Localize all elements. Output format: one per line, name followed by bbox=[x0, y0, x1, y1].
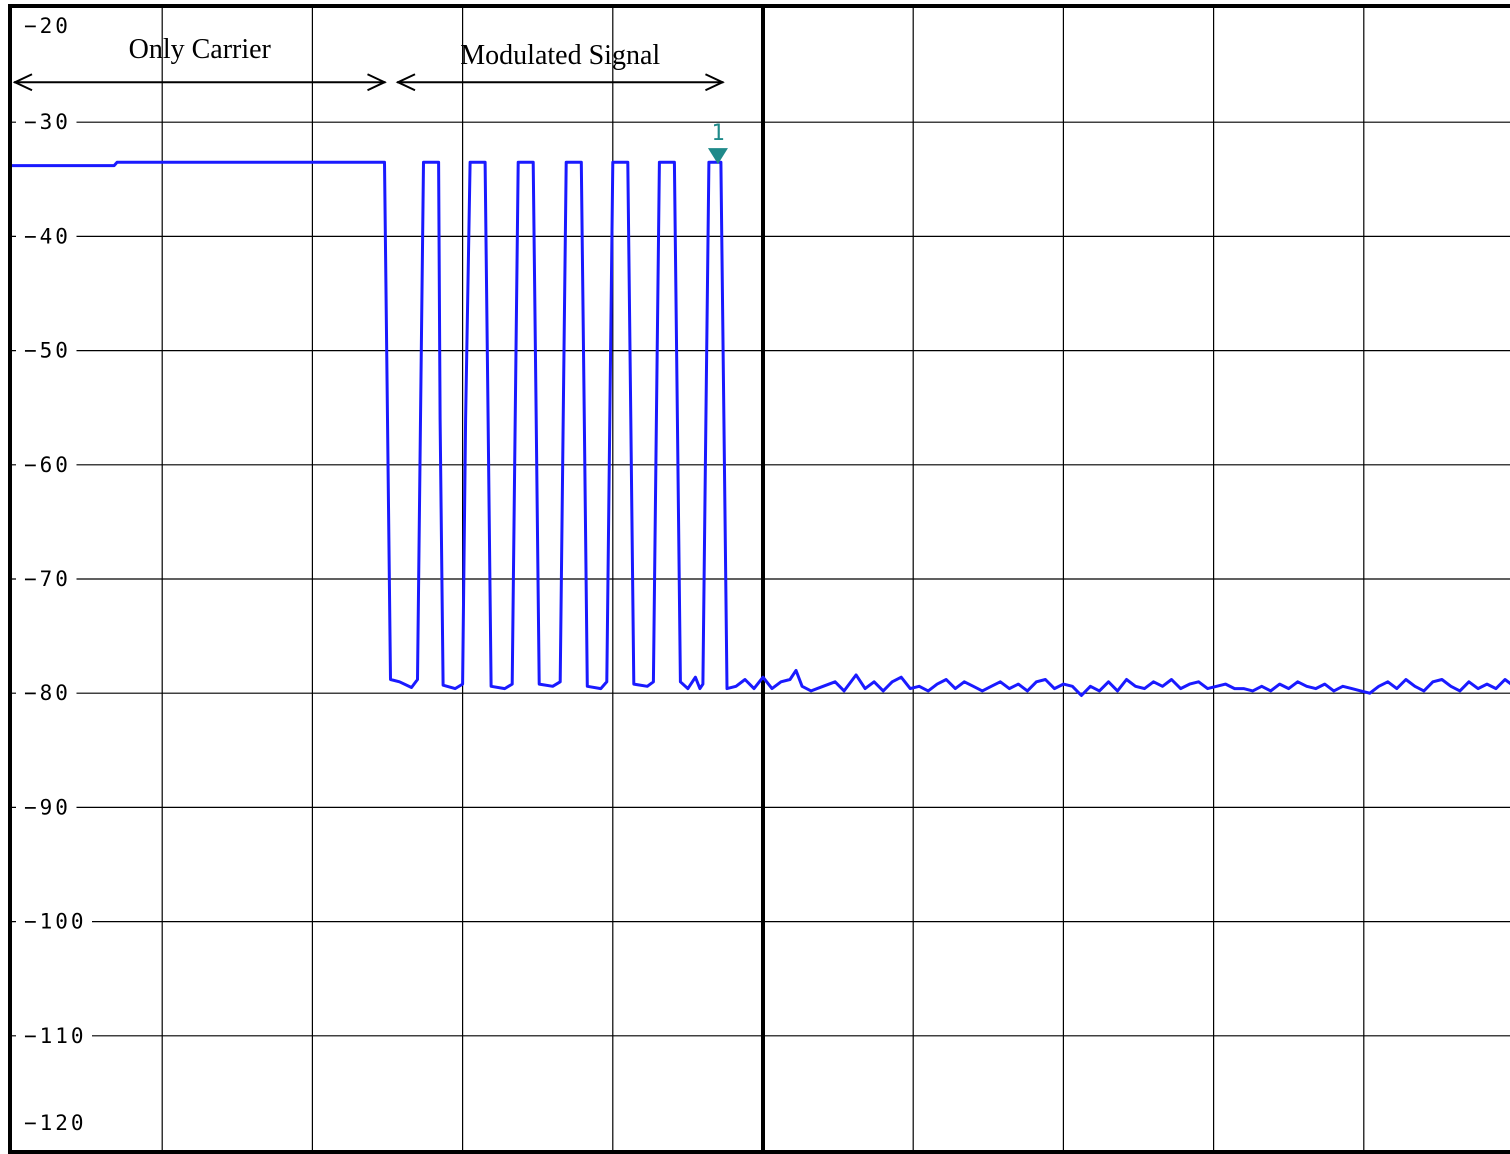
y-tick-label: −110 bbox=[24, 1024, 87, 1048]
y-tick-label-bg bbox=[16, 907, 92, 934]
y-tick-label: −70 bbox=[24, 567, 71, 591]
y-tick-label-bg bbox=[16, 336, 77, 363]
y-tick-label: −80 bbox=[24, 681, 71, 705]
y-tick-label-bg bbox=[16, 565, 77, 591]
marker-label: 1 bbox=[711, 121, 724, 146]
y-tick-label-bg bbox=[16, 679, 77, 706]
series-layer bbox=[12, 160, 1510, 697]
y-axis-ticks: −20 −30 −40 −50 −60 −70 −80 −90 −100 −110 −120 bbox=[16, 14, 92, 1135]
plot-frame bbox=[8, 4, 1510, 1154]
y-tick-label: −20 bbox=[24, 14, 71, 38]
y-tick-label-bg bbox=[16, 222, 77, 249]
y-tick-label: −60 bbox=[24, 453, 71, 477]
series-line bbox=[12, 160, 1510, 697]
y-tick-label: −40 bbox=[24, 224, 71, 248]
y-tick-label-bg bbox=[16, 793, 77, 820]
y-tick-label: −50 bbox=[24, 339, 71, 363]
annotation-arrow-head-right bbox=[367, 73, 387, 92]
y-tick-label-bg bbox=[16, 108, 77, 135]
y-tick-label-bg bbox=[16, 450, 77, 477]
marker-layer: 1 bbox=[707, 121, 728, 165]
annotation-label: Only Carrier bbox=[129, 34, 272, 65]
y-tick-label: −120 bbox=[24, 1111, 87, 1135]
grid bbox=[12, 8, 1510, 1152]
annotation-arrow-head-left bbox=[12, 73, 33, 92]
y-tick-label: −90 bbox=[24, 795, 71, 819]
annotation-arrow-head-left bbox=[395, 73, 416, 92]
y-tick-label-bg bbox=[16, 1021, 92, 1048]
annotation-label: Modulated Signal bbox=[460, 40, 660, 71]
marker-triangle bbox=[707, 148, 728, 165]
annotation-arrow-head-right bbox=[705, 73, 725, 92]
y-tick-label: −100 bbox=[24, 910, 87, 934]
y-tick-label: −30 bbox=[24, 110, 71, 134]
annotations: Only Carrier Modulated Signal bbox=[12, 34, 725, 92]
